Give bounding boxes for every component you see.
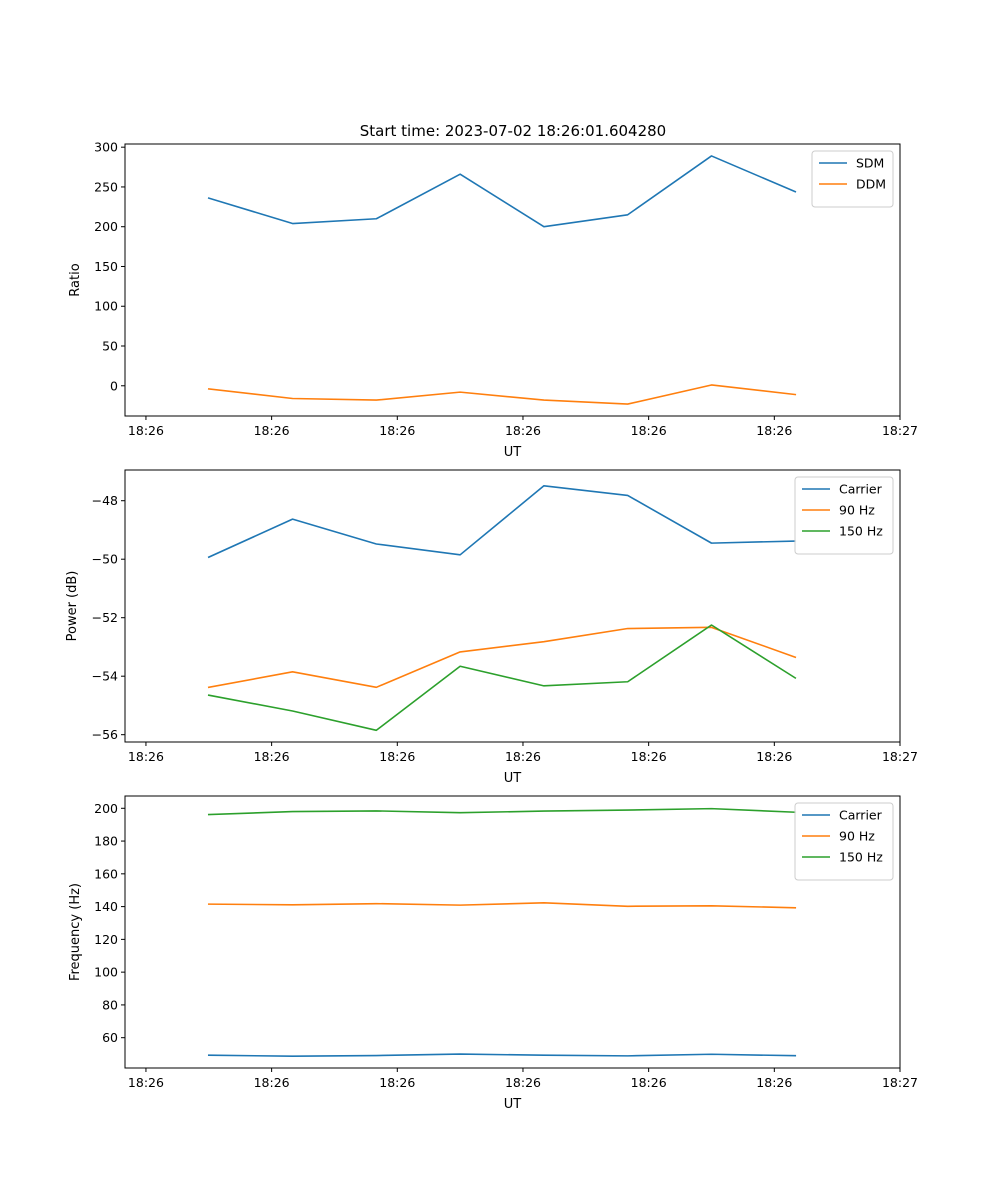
series-line-carrier [207,1053,797,1057]
x-tick-label: 18:26 [756,749,792,764]
series-line-ddm [207,384,797,405]
x-tick-label: 18:26 [254,1075,290,1090]
y-tick-label: 250 [94,179,118,194]
series-line-carrier [207,484,797,559]
series-line-sdm [207,155,797,228]
x-tick-label: 18:27 [882,423,918,438]
x-tick-label: 18:26 [128,749,164,764]
x-axis-label: UT [504,445,522,460]
x-tick-label: 18:26 [631,749,667,764]
legend-box [811,150,894,208]
x-axis-label: UT [504,1097,522,1112]
axes-frame [124,469,901,743]
y-tick-label: −52 [92,610,118,625]
legend-label: 150 Hz [839,850,883,865]
y-tick-label: 80 [102,997,118,1012]
chart-panel-2: 18:26 18:26 18:26 18:26 18:26 18:26 18:27 −56 −5… [65,469,918,786]
series-line-90-hz [207,902,797,909]
legend: Carrier 90 Hz 150 Hz [794,476,894,555]
legend-label: DDM [856,177,886,192]
x-tick-label: 18:26 [379,749,415,764]
x-tick-label: 18:27 [882,749,918,764]
series-line-150-hz [207,807,797,816]
x-tick-label: 18:26 [128,423,164,438]
y-tick-label: 160 [94,866,118,881]
y-tick-label: −48 [92,493,118,508]
x-tick-label: 18:26 [128,1075,164,1090]
figure-title: Start time: 2023-07-02 18:26:01.604280 [360,122,666,140]
y-tick-label: 100 [94,299,118,314]
x-tick-label: 18:26 [631,1075,667,1090]
y-tick-label: 300 [94,140,118,155]
y-tick-label: 0 [110,378,118,393]
y-axis-label: Frequency (Hz) [68,883,83,981]
y-tick-label: −56 [92,727,118,742]
legend-label: 90 Hz [839,503,875,518]
legend-label: SDM [856,156,884,171]
x-tick-label: 18:26 [379,423,415,438]
y-tick-label: 50 [102,339,118,354]
chart-panel-1: 18:26 18:26 18:26 18:26 18:26 18:26 18:27 0 50 10… [68,140,918,460]
y-tick-label: 180 [94,834,118,849]
x-tick-label: 18:27 [882,1075,918,1090]
x-tick-label: 18:26 [379,1075,415,1090]
legend-box [794,476,894,555]
legend-label: Carrier [839,808,883,823]
x-tick-label: 18:26 [505,1075,541,1090]
y-tick-label: 200 [94,801,118,816]
axes-frame [124,143,901,417]
x-tick-label: 18:26 [631,423,667,438]
x-tick-label: 18:26 [254,749,290,764]
y-tick-label: −50 [92,552,118,567]
legend-label: Carrier [839,482,883,497]
y-tick-label: 200 [94,219,118,234]
legend-label: 90 Hz [839,829,875,844]
x-tick-label: 18:26 [254,423,290,438]
legend-box [794,802,894,881]
y-tick-label: 60 [102,1030,118,1045]
x-tick-label: 18:26 [756,423,792,438]
x-axis-label: UT [504,771,522,786]
series-line-90-hz [207,626,797,689]
x-tick-label: 18:26 [505,423,541,438]
x-tick-label: 18:26 [756,1075,792,1090]
y-tick-label: 140 [94,899,118,914]
axes-frame [124,795,901,1069]
x-tick-label: 18:26 [505,749,541,764]
y-tick-label: 120 [94,932,118,947]
y-tick-label: −54 [92,669,118,684]
legend: SDM DDM [811,150,894,208]
series-line-150-hz [207,624,797,732]
chart-panel-3: 18:26 18:26 18:26 18:26 18:26 18:26 18:27 60 80 1… [68,795,918,1112]
y-tick-label: 100 [94,965,118,980]
y-axis-label: Ratio [68,263,83,296]
y-tick-label: 150 [94,259,118,274]
legend: Carrier 90 Hz 150 Hz [794,802,894,881]
legend-label: 150 Hz [839,524,883,539]
y-axis-label: Power (dB) [65,571,80,642]
